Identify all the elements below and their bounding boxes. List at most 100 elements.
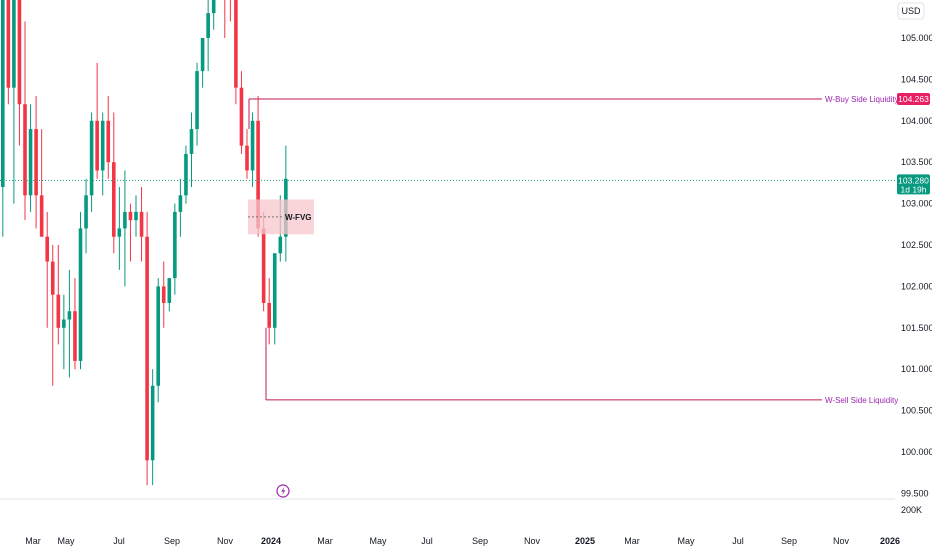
candle-body xyxy=(100,120,105,171)
candle xyxy=(117,187,122,270)
current-price-badge-bg xyxy=(897,174,930,195)
candle-body xyxy=(45,236,49,262)
x-tick-label: Nov xyxy=(524,536,541,546)
candle-body xyxy=(28,129,33,196)
x-tick-label: Nov xyxy=(833,536,850,546)
candle-body xyxy=(167,278,172,303)
price-axis[interactable]: 105.000 104.500 104.000 103.500 103.000 102.5… xyxy=(897,33,932,498)
time-axis[interactable]: Mar May Jul Sep Nov 2024 Mar May Jul Sep Nov 2025 Ma… xyxy=(25,536,900,546)
candle-body xyxy=(189,129,194,154)
candle-body xyxy=(106,120,111,163)
candle xyxy=(250,112,255,188)
candle-body xyxy=(211,0,216,14)
candle-body xyxy=(89,120,94,196)
candle xyxy=(267,278,271,345)
candle xyxy=(45,211,49,328)
candles xyxy=(0,0,288,486)
candle-body xyxy=(78,228,83,361)
candle xyxy=(211,0,216,30)
candle xyxy=(184,145,188,204)
y-tick-label: 103.000 xyxy=(901,199,932,209)
candle xyxy=(200,38,205,88)
x-tick-label: Sep xyxy=(164,536,180,546)
candle xyxy=(28,104,33,212)
x-tick-label: Mar xyxy=(25,536,41,546)
candle-body xyxy=(256,120,260,229)
candle xyxy=(17,0,22,146)
candle xyxy=(78,211,83,370)
volume-scale-label: 200K xyxy=(901,505,922,515)
candle-body xyxy=(84,195,88,229)
x-tick-label: Jul xyxy=(732,536,744,546)
x-tick-label: Sep xyxy=(781,536,797,546)
y-tick-label: 102.000 xyxy=(901,281,932,291)
candle xyxy=(12,0,16,204)
y-tick-label: 99.500 xyxy=(901,488,929,498)
y-tick-label: 103.500 xyxy=(901,157,932,167)
sell-side-label: W-Sell Side Liquidity xyxy=(825,396,898,405)
candle-body xyxy=(272,253,277,328)
candle-body xyxy=(200,38,205,72)
candle xyxy=(156,278,160,403)
candle xyxy=(50,245,55,386)
y-tick-label: 102.500 xyxy=(901,240,932,250)
y-tick-label: 104.500 xyxy=(901,74,932,84)
candle-body xyxy=(123,211,127,229)
candle xyxy=(100,112,105,196)
current-price-value: 103.280 xyxy=(898,175,929,185)
candle-body xyxy=(150,385,155,461)
candle xyxy=(189,112,194,188)
candle xyxy=(106,95,111,179)
candle xyxy=(84,178,88,254)
candle xyxy=(62,294,66,370)
candle-body xyxy=(184,153,188,196)
x-tick-label: Mar xyxy=(624,536,640,546)
candle-body xyxy=(145,236,149,461)
candle xyxy=(245,129,249,179)
x-tick-label: Mar xyxy=(317,536,333,546)
candle-body xyxy=(39,195,44,237)
candle xyxy=(145,211,149,486)
x-tick-label: Sep xyxy=(472,536,488,546)
currency-label: USD xyxy=(901,6,921,16)
candle-body xyxy=(95,120,99,171)
x-tick-label: 2024 xyxy=(261,536,281,546)
buy-side-price-badge: 104.263 xyxy=(897,93,930,106)
candle-body xyxy=(34,129,38,196)
candle-body xyxy=(250,120,255,171)
candle xyxy=(224,0,226,38)
replay-icon[interactable] xyxy=(276,484,290,498)
candle xyxy=(195,62,199,146)
x-tick-label: May xyxy=(677,536,695,546)
candle-body xyxy=(23,104,27,196)
candle-body xyxy=(234,0,238,88)
y-tick-label: 101.000 xyxy=(901,364,932,374)
candle-body xyxy=(239,87,244,146)
candle-body xyxy=(62,319,66,328)
candle-body xyxy=(17,0,22,105)
overlays: W-FVG W-Buy Side Liquidity W-Sell Side Liq… xyxy=(0,95,899,405)
candle-body xyxy=(6,0,11,88)
candle xyxy=(178,178,183,237)
y-tick-label: 105.000 xyxy=(901,33,932,43)
candle-body xyxy=(178,195,183,212)
candle-body xyxy=(267,302,271,328)
fvg-label: W-FVG xyxy=(285,213,312,222)
candle xyxy=(73,278,77,370)
candle xyxy=(112,112,116,254)
currency-button[interactable]: USD xyxy=(897,2,925,20)
candle xyxy=(89,112,94,212)
candle-body xyxy=(245,145,249,171)
candle xyxy=(23,21,27,221)
candle-body xyxy=(139,211,144,237)
candle xyxy=(161,261,166,328)
candle-body xyxy=(206,13,210,38)
x-tick-label: May xyxy=(369,536,387,546)
candle xyxy=(150,369,155,486)
candle xyxy=(173,203,177,295)
candle xyxy=(206,0,210,72)
candle xyxy=(0,0,5,237)
candle xyxy=(234,0,238,105)
